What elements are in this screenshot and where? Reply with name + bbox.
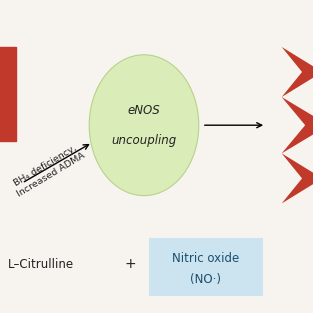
Ellipse shape: [89, 55, 199, 196]
Text: uncoupling: uncoupling: [111, 134, 177, 147]
Bar: [149, 238, 263, 296]
Polygon shape: [282, 97, 313, 153]
Text: L–Citrulline: L–Citrulline: [8, 258, 74, 271]
Text: BH₄ deficiency,
Increased ADMA: BH₄ deficiency, Increased ADMA: [10, 142, 87, 199]
Polygon shape: [282, 47, 313, 97]
Text: +: +: [124, 258, 136, 271]
Text: eNOS: eNOS: [128, 104, 160, 117]
Polygon shape: [282, 153, 313, 203]
Bar: [0, 47, 16, 141]
Text: (NO·): (NO·): [190, 273, 221, 286]
Text: Nitric oxide: Nitric oxide: [172, 252, 239, 265]
